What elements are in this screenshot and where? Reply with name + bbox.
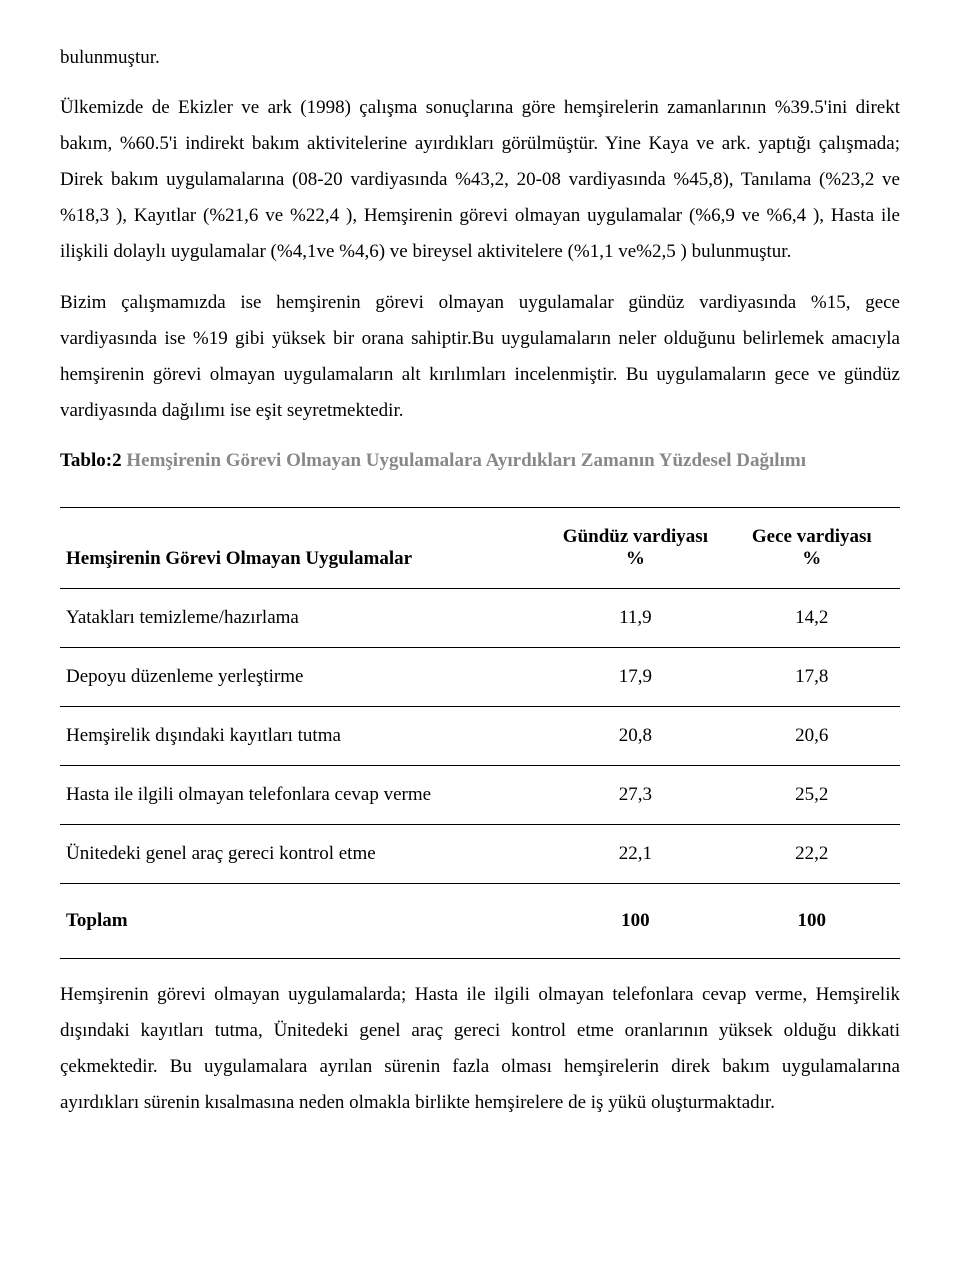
total-label: Toplam <box>60 884 547 959</box>
row-night: 22,2 <box>724 825 900 884</box>
header-col3-line2: % <box>802 548 821 569</box>
row-day: 27,3 <box>547 766 723 825</box>
row-label: Depoyu düzenleme yerleştirme <box>60 648 547 707</box>
row-day: 20,8 <box>547 707 723 766</box>
header-col2-line2: % <box>626 548 645 569</box>
row-day: 17,9 <box>547 648 723 707</box>
row-label: Hemşirelik dışındaki kayıtları tutma <box>60 707 547 766</box>
row-night: 25,2 <box>724 766 900 825</box>
row-night: 14,2 <box>724 589 900 648</box>
total-night: 100 <box>724 884 900 959</box>
header-col1: Hemşirenin Görevi Olmayan Uygulamalar <box>60 508 547 589</box>
paragraph-2: Ülkemizde de Ekizler ve ark (1998) çalış… <box>60 90 900 270</box>
table-header-row: Hemşirenin Görevi Olmayan Uygulamalar Gü… <box>60 508 900 589</box>
table-title-prefix: Tablo:2 <box>60 450 122 471</box>
data-table: Hemşirenin Görevi Olmayan Uygulamalar Gü… <box>60 507 900 959</box>
table-row: Yatakları temizleme/hazırlama 11,9 14,2 <box>60 589 900 648</box>
table-row: Hasta ile ilgili olmayan telefonlara cev… <box>60 766 900 825</box>
header-col2-line1: Gündüz vardiyası <box>563 526 708 547</box>
header-col3: Gece vardiyası % <box>724 508 900 589</box>
header-col3-line1: Gece vardiyası <box>752 526 872 547</box>
table-total-row: Toplam 100 100 <box>60 884 900 959</box>
table-row: Ünitedeki genel araç gereci kontrol etme… <box>60 825 900 884</box>
paragraph-1: bulunmuştur. <box>60 40 900 76</box>
table-row: Depoyu düzenleme yerleştirme 17,9 17,8 <box>60 648 900 707</box>
document-page: bulunmuştur. Ülkemizde de Ekizler ve ark… <box>0 0 960 1175</box>
header-col2: Gündüz vardiyası % <box>547 508 723 589</box>
paragraph-3: Bizim çalışmamızda ise hemşirenin görevi… <box>60 285 900 429</box>
paragraph-4: Hemşirenin görevi olmayan uygulamalarda;… <box>60 977 900 1121</box>
row-label: Hasta ile ilgili olmayan telefonlara cev… <box>60 766 547 825</box>
row-day: 11,9 <box>547 589 723 648</box>
row-label: Ünitedeki genel araç gereci kontrol etme <box>60 825 547 884</box>
row-label: Yatakları temizleme/hazırlama <box>60 589 547 648</box>
table-title: Tablo:2 Hemşirenin Görevi Olmayan Uygula… <box>60 443 900 479</box>
table-row: Hemşirelik dışındaki kayıtları tutma 20,… <box>60 707 900 766</box>
total-day: 100 <box>547 884 723 959</box>
row-day: 22,1 <box>547 825 723 884</box>
row-night: 20,6 <box>724 707 900 766</box>
table-title-rest: Hemşirenin Görevi Olmayan Uygulamalara A… <box>122 450 806 471</box>
row-night: 17,8 <box>724 648 900 707</box>
